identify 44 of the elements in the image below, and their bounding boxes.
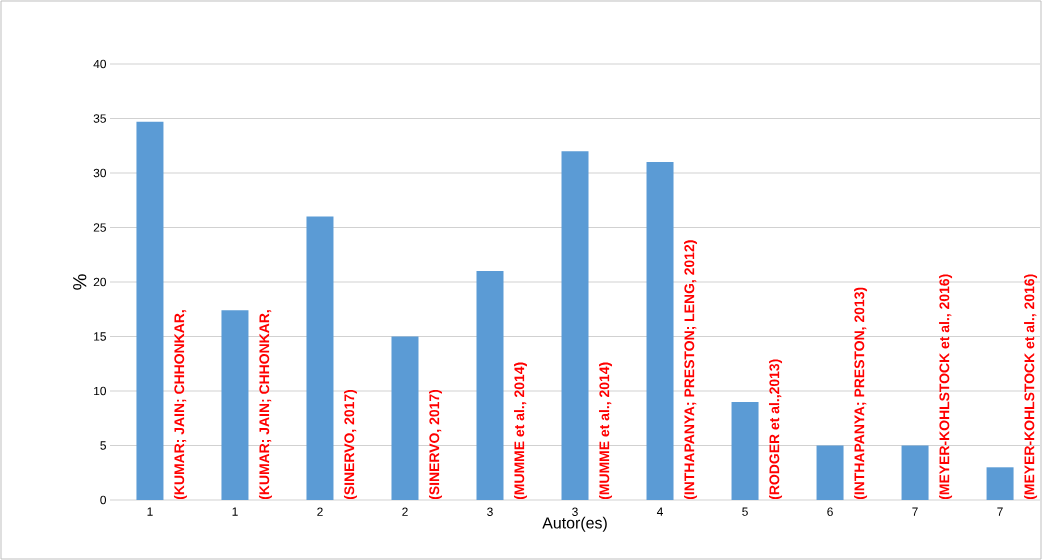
y-tick-label: 15 [94,332,106,341]
y-tick-label: 5 [100,441,106,450]
bar [561,151,589,500]
annotation: (SINERVO, 2017) [428,389,442,500]
bar [816,445,844,500]
annotation: (MUMME et al., 2014) [514,362,527,500]
y-tick-label: 25 [93,223,106,232]
bar [646,162,674,500]
annotation: (MEYER-KOHLSTOCK et al., 2016) [1024,274,1038,500]
bar [731,401,759,500]
y-tick-label: 10 [94,386,107,396]
x-tick-label: 6 [827,507,833,516]
bar [136,121,164,500]
annotation: (RODGER et al.,2013) [769,359,783,500]
annotation: (KUMAR; JAIN; CHHONKAR, [173,310,187,500]
y-tick-label: 0 [100,495,107,505]
bar [221,310,249,500]
y-tick-label: 30 [93,168,107,178]
x-tick-label: 3 [572,507,578,516]
x-tick-label: 5 [742,507,748,516]
bar [901,445,929,500]
x-tick-label: 7 [912,507,918,516]
x-tick-label: 1 [147,507,153,516]
x-tick-label: 1 [232,507,238,516]
annotation: (INTHAPANYA; PRESTON; LENG, 2012) [684,240,698,500]
x-tick-label: 7 [997,507,1003,516]
x-tick-label: 2 [317,507,323,516]
annotation: (MEYER-KOHLSTOCK et al., 2016) [939,274,953,500]
y-tick-label: 40 [93,59,107,69]
y-tick-label: 20 [93,277,107,287]
annotation: (KUMAR; JAIN; CHHONKAR, [258,310,272,500]
bar [306,216,334,500]
x-tick-label: 3 [487,507,493,516]
x-axis-title: Autor(es) [542,516,607,532]
y-axis-title: % [73,274,87,290]
y-tick-label: 35 [93,114,106,123]
bar [986,467,1014,500]
annotation: (SINERVO, 2017) [343,389,357,500]
bar [476,271,504,500]
bar [391,336,419,500]
annotation: (MUMME et al., 2014) [599,362,613,500]
annotation: (INTHAPANYA; PRESTON, 2013) [854,287,868,500]
x-tick-label: 4 [656,507,663,516]
x-tick-label: 2 [402,507,408,516]
